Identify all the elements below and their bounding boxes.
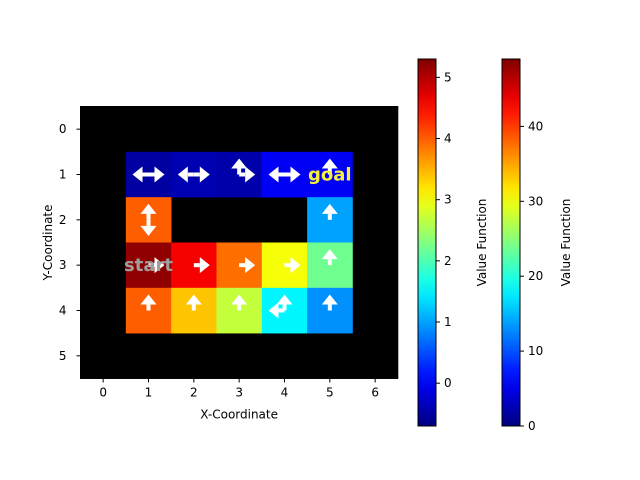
x-axis-label: X-Coordinate <box>200 407 278 421</box>
policy-arrow-down <box>140 219 157 236</box>
colorbar-tick-label: 20 <box>528 269 543 283</box>
y-tick-label: 5 <box>59 349 67 363</box>
colorbar-tick-label: 10 <box>528 344 543 358</box>
heatmap-cell <box>307 242 353 289</box>
colorbar-tick-label: 1 <box>444 315 452 329</box>
policy-arrow-up <box>321 158 338 175</box>
policy-arrow-up <box>140 203 157 220</box>
heatmap-cell <box>125 287 172 334</box>
colorbar-tick-label: 3 <box>444 193 452 207</box>
x-tick-label: 4 <box>281 385 289 399</box>
policy-arrow-left <box>268 302 285 319</box>
y-tick-label: 1 <box>59 167 67 181</box>
policy-arrow-up <box>185 294 202 311</box>
colorbar-1: 0 1 2 3 4 5 Value Function <box>417 58 489 427</box>
y-tick-label: 4 <box>59 303 67 317</box>
colorbar-2: 0 10 20 30 40 Value Function <box>501 58 573 433</box>
colorbar-tick-label: 30 <box>528 194 543 208</box>
colorbar-tick-label: 0 <box>444 376 452 390</box>
heatmap-cell <box>171 287 217 334</box>
policy-arrow-right <box>148 166 165 183</box>
policy-arrows <box>132 158 338 319</box>
colorbar-label: Value Function <box>475 199 489 287</box>
heatmap-cell <box>307 287 353 334</box>
policy-arrow-up <box>321 249 338 266</box>
y-tick-label: 0 <box>59 122 67 136</box>
policy-arrow-right <box>239 166 256 183</box>
y-axis-label: Y-Coordinate <box>41 204 55 281</box>
x-tick-label: 1 <box>145 385 153 399</box>
colorbar-tick-label: 5 <box>444 70 452 84</box>
x-tick-label: 2 <box>190 385 198 399</box>
policy-arrow-right <box>148 257 165 274</box>
policy-arrow-left <box>268 166 285 183</box>
policy-arrow-up <box>321 294 338 311</box>
x-tick-label: 0 <box>99 385 107 399</box>
y-axis-ticks: 0 1 2 3 4 5 <box>59 122 81 363</box>
heatmap-cell <box>261 287 308 334</box>
colorbars: 0 1 2 3 4 5 Value Function 0 10 20 30 40 Value Funct… <box>417 58 573 433</box>
colorbar-tick-label: 4 <box>444 132 452 146</box>
x-tick-label: 5 <box>326 385 334 399</box>
policy-arrow-right <box>284 257 301 274</box>
policy-arrow-right <box>239 257 256 274</box>
y-tick-label: 3 <box>59 258 67 272</box>
heatmap-cell <box>307 197 353 243</box>
x-axis-ticks: 0 1 2 3 4 5 6 <box>99 378 379 399</box>
policy-arrow-right <box>284 166 301 183</box>
cell-annotations: start goal <box>124 164 352 276</box>
colorbar-label: Value Function <box>559 199 573 287</box>
colorbar-tick-label: 0 <box>528 419 536 433</box>
colorbar-tick-label: 40 <box>528 119 543 133</box>
y-tick-label: 2 <box>59 213 67 227</box>
policy-arrow-left <box>132 166 149 183</box>
policy-arrow-right <box>193 257 210 274</box>
x-tick-label: 3 <box>235 385 243 399</box>
policy-arrow-right <box>193 166 210 183</box>
annotation-goal: goal <box>308 164 352 185</box>
policy-arrow-up <box>321 203 338 220</box>
colorbar-tick-label: 2 <box>444 254 452 268</box>
heatmap-cell <box>216 287 263 334</box>
x-tick-label: 6 <box>371 385 379 399</box>
policy-arrow-up <box>231 294 248 311</box>
policy-arrow-left <box>177 166 194 183</box>
policy-arrow-up <box>140 294 157 311</box>
annotation-start: start <box>124 255 173 276</box>
